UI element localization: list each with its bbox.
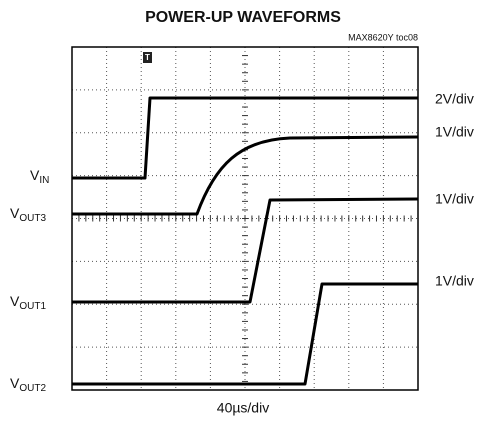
label-sub: OUT3 <box>19 213 46 224</box>
trigger-marker <box>143 52 152 63</box>
trace-label: VIN <box>30 167 49 186</box>
scale-label: 1V/div <box>435 191 474 207</box>
left-labels: VIN VOUT3 VOUT1 VOUT2 <box>10 167 49 394</box>
trigger-label: T <box>145 53 150 62</box>
label-sub: OUT2 <box>19 383 46 394</box>
waveform-vout2 <box>72 282 418 386</box>
label-base: V <box>10 375 20 391</box>
scale-label: 1V/div <box>435 273 474 289</box>
waveform-vout3 <box>72 135 419 216</box>
scale-label: 2V/div <box>435 91 474 107</box>
trace-label: VOUT2 <box>10 375 46 394</box>
screen-border <box>71 46 419 391</box>
label-sub: OUT1 <box>19 301 46 312</box>
title: POWER-UP WAVEFORMS <box>145 9 341 26</box>
label-sub: IN <box>39 175 49 186</box>
grid <box>71 46 419 391</box>
scale-label: 1V/div <box>435 124 474 140</box>
label-base: V <box>10 293 20 309</box>
trace-label: VOUT3 <box>10 205 46 224</box>
waveform-vout1 <box>72 197 419 304</box>
label-base: V <box>30 167 40 183</box>
label-base: V <box>10 205 20 221</box>
waveform-vin <box>72 96 418 180</box>
trace-label: VOUT1 <box>10 293 46 312</box>
time-scale: 40µs/div <box>217 400 269 416</box>
right-labels: 2V/div 1V/div 1V/div 1V/div <box>435 91 474 289</box>
figure-note: MAX8620Y toc08 <box>348 32 418 42</box>
